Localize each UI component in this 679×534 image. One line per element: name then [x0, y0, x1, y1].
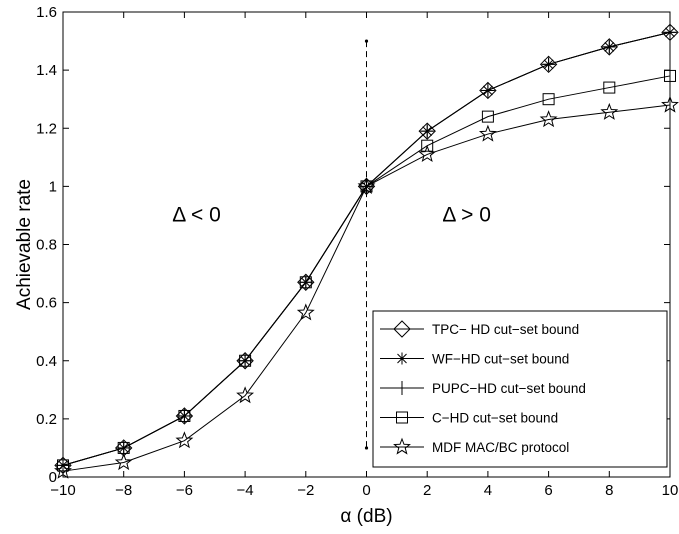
- x-axis-title: α (dB): [340, 506, 392, 527]
- data-point: [239, 354, 252, 367]
- data-point: [418, 122, 436, 140]
- data-point: [542, 93, 555, 106]
- y-tick-label: 0: [49, 469, 57, 486]
- divider-end-dot: [364, 446, 369, 450]
- y-axis-title: Achievable rate: [14, 179, 35, 310]
- data-point: [299, 276, 312, 289]
- data-point: [664, 69, 676, 82]
- region-label: Δ > 0: [442, 203, 490, 226]
- legend-entry: MDF MAC/BC protocol: [380, 437, 569, 455]
- y-tick-label: 1.2: [36, 120, 57, 137]
- legend-label: WF−HD cut−set bound: [432, 352, 569, 367]
- data-point: [418, 145, 437, 163]
- x-tick-label: 2: [423, 482, 431, 499]
- legend-marker: [393, 320, 411, 338]
- legend-label: MDF MAC/BC protocol: [432, 440, 569, 455]
- y-tick-label: 0.6: [36, 295, 57, 312]
- legend-label: PUPC−HD cut−set bound: [432, 381, 586, 396]
- series-line: [62, 104, 671, 472]
- divider-end-dot: [364, 39, 369, 43]
- legend-marker: [396, 411, 408, 424]
- y-tick-label: 1.4: [36, 62, 57, 79]
- legend-marker: [396, 352, 408, 365]
- series-layer: [54, 23, 679, 479]
- series-star: [54, 95, 679, 479]
- zero-divider: [364, 39, 369, 450]
- x-tick-label: 0: [362, 482, 370, 499]
- x-tick-label: 10: [662, 482, 679, 499]
- data-point: [114, 453, 133, 471]
- data-point: [541, 57, 556, 72]
- data-point: [480, 83, 495, 98]
- data-point: [175, 431, 194, 449]
- data-point: [54, 461, 72, 479]
- data-point: [539, 110, 558, 128]
- legend-entry: PUPC−HD cut−set bound: [380, 381, 586, 396]
- legend: TPC− HD cut−set bound WF−HD cut−set bound…: [372, 310, 668, 468]
- data-point: [296, 303, 315, 321]
- legend-marker: [395, 381, 409, 395]
- data-point: [600, 102, 619, 120]
- y-tick-label: 1: [49, 178, 57, 195]
- legend-box: [372, 310, 668, 468]
- annotations: Δ < 0 Δ > 0: [172, 203, 491, 226]
- legend-marker: [393, 437, 411, 455]
- data-point: [481, 110, 494, 123]
- x-tick-label: −8: [115, 482, 132, 499]
- data-point: [360, 180, 373, 193]
- region-label: Δ < 0: [172, 203, 220, 226]
- legend-label: C−HD cut−set bound: [432, 411, 558, 426]
- data-point: [478, 124, 497, 142]
- data-point: [663, 25, 677, 40]
- data-point: [661, 23, 679, 42]
- data-point: [236, 386, 255, 404]
- data-point: [178, 409, 191, 422]
- x-tick-label: −6: [176, 482, 193, 499]
- y-tick-label: 1.6: [36, 4, 57, 21]
- legend-entry: WF−HD cut−set bound: [380, 352, 569, 367]
- axis-ticks: −10 −8 −6 −4 −2 0 2 4 6 8 10 0 0.2 0.4 0.6 0.8 1 1.2 1.4 1.…: [36, 4, 678, 499]
- legend-entry: TPC− HD cut−set bound: [380, 320, 579, 338]
- x-tick-label: 4: [484, 482, 492, 499]
- data-point: [421, 139, 434, 152]
- data-point: [357, 176, 376, 194]
- data-point: [539, 55, 558, 74]
- legend-label: TPC− HD cut−set bound: [432, 322, 579, 337]
- y-tick-label: 0.2: [36, 411, 57, 428]
- legend-entry: C−HD cut−set bound: [380, 411, 558, 426]
- data-point: [600, 38, 619, 56]
- data-point: [420, 124, 435, 139]
- y-tick-label: 0.4: [36, 353, 57, 370]
- x-tick-label: 8: [605, 482, 613, 499]
- x-tick-label: −4: [237, 482, 254, 499]
- y-tick-label: 0.8: [36, 237, 57, 254]
- x-tick-label: −10: [50, 482, 75, 499]
- data-point: [602, 39, 617, 54]
- data-point: [661, 95, 679, 113]
- data-point: [603, 81, 616, 94]
- x-tick-label: 6: [544, 482, 552, 499]
- x-tick-label: −2: [297, 482, 314, 499]
